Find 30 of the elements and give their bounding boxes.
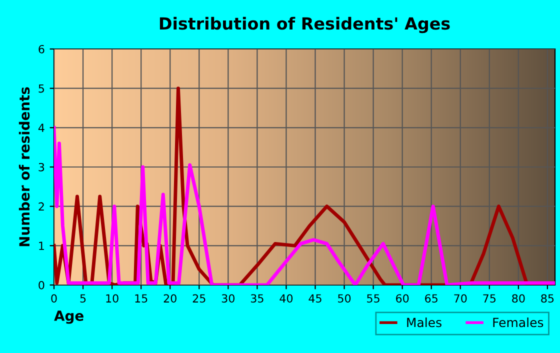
y-axis-title: Number of residents [18,87,30,246]
x-tick-label: 75 [483,294,496,303]
x-tick-label: 35 [250,294,264,303]
x-tick-label: 55 [367,294,380,303]
y-tick-label: 5 [38,84,44,93]
x-tick-label: 25 [192,294,206,303]
x-tick-label: 30 [222,294,234,303]
x-tick-label: 0 [51,294,57,303]
x-tick-label: 65 [425,294,438,303]
x-tick-label: 20 [164,294,176,303]
x-tick-label: 15 [135,294,148,303]
y-tick-label: 3 [38,162,44,172]
y-tick-label: 0 [38,280,44,290]
y-tick-label: 4 [38,124,44,132]
x-tick-label: 10 [106,294,118,303]
legend-label: Males [407,317,442,328]
y-tick-label: 2 [38,202,44,211]
x-tick-label: 40 [280,294,293,303]
chart-title: Distribution of Residents' Ages [160,16,450,34]
x-axis-title: Age [54,310,84,324]
x-tick-label: 50 [338,294,351,303]
legend-label: Females [493,317,544,328]
x-tick-label: 60 [396,294,409,303]
x-tick-label: 5 [80,294,86,303]
x-tick-label: 80 [512,294,525,303]
x-tick-label: 85 [541,294,554,303]
x-tick-label: 45 [308,294,322,303]
y-tick-label: 1 [39,242,44,250]
x-tick-label: 70 [454,294,467,303]
y-tick-label: 6 [38,44,44,54]
